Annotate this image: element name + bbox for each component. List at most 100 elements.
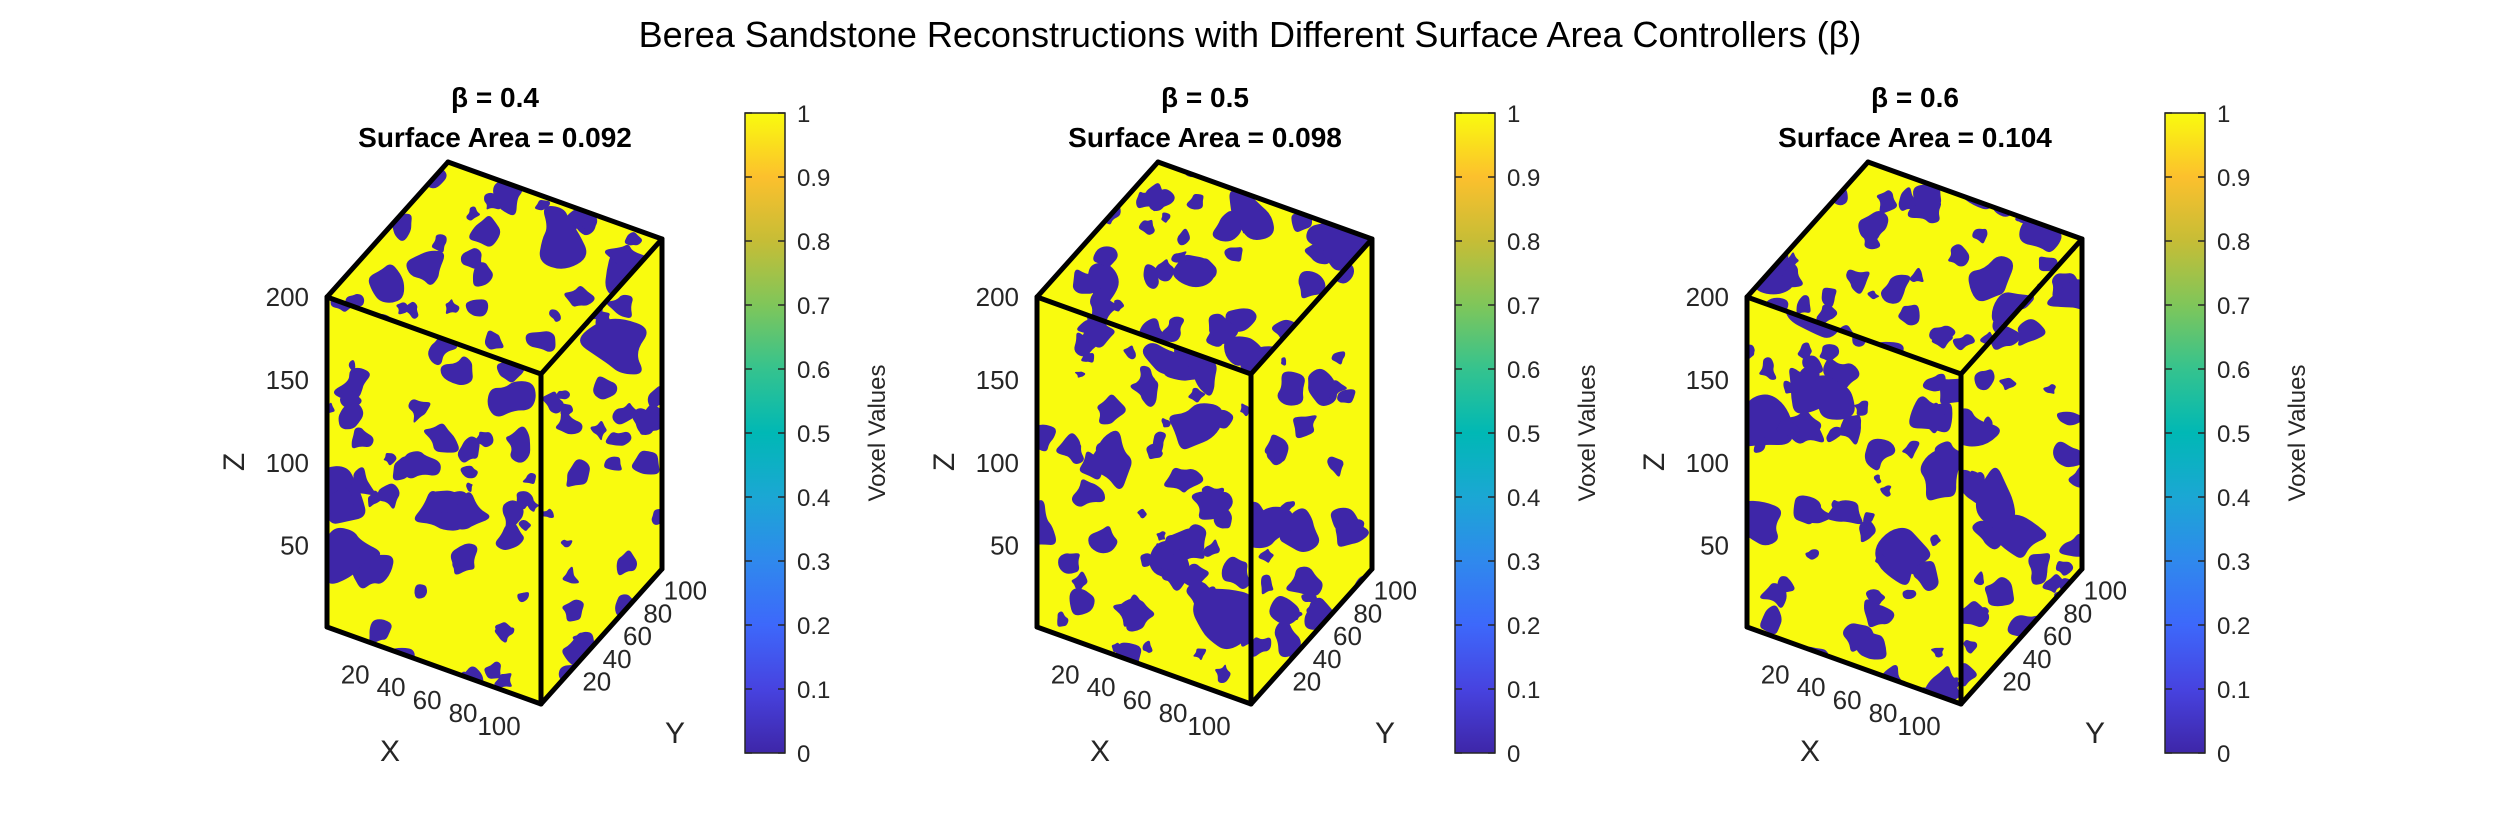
pore-blob [606, 294, 633, 318]
colorbar-tick-label: 0.3 [797, 549, 830, 576]
pore-blob [1172, 254, 1216, 288]
pore-blob [562, 566, 579, 584]
y-tick-label: 100 [1374, 576, 1417, 606]
pore-blob [407, 162, 420, 175]
pore-blob [608, 248, 622, 261]
pore-blob [565, 688, 578, 698]
pore-blob [2047, 279, 2082, 313]
panel-1-title-line1: β = 0.4 [451, 82, 539, 113]
cube-edge [538, 566, 665, 707]
pore-blob [1961, 408, 2000, 447]
pore-blob [539, 206, 587, 269]
pore-blob [1057, 611, 1069, 627]
pore-blob [1880, 485, 1892, 497]
z-axis-label: Z [928, 453, 961, 471]
pore-blob [1147, 543, 1174, 571]
cube-edge [1744, 159, 1871, 300]
x-tick-label: 60 [1833, 685, 1862, 715]
pore-blob [1749, 256, 1766, 275]
pore-blob [1902, 589, 1917, 600]
z-axis-label: Z [1638, 453, 1671, 471]
pore-blob [1863, 599, 1895, 628]
y-tick-label: 40 [603, 644, 632, 674]
y-axis-label: Y [665, 717, 685, 750]
pore-blob [1747, 500, 1782, 546]
pore-blob [333, 367, 370, 400]
volume-panel-1 [324, 159, 665, 707]
x-tick-label: 40 [377, 672, 406, 702]
pore-blob [560, 162, 591, 182]
x-axis-label: X [1800, 735, 1820, 768]
pore-blob [1058, 553, 1080, 574]
pore-blob [1970, 162, 1986, 174]
colorbar-label: Voxel Values [864, 365, 891, 502]
pore-blob [1251, 637, 1272, 657]
pore-blob [406, 250, 445, 285]
pore-blob [1875, 553, 1887, 565]
pore-blob [402, 451, 441, 479]
pore-blob [1902, 440, 1920, 459]
pore-blob [457, 436, 480, 463]
pore-blob [1202, 539, 1220, 557]
colorbar-tick-label: 0.9 [797, 165, 830, 192]
pore-blob [327, 201, 352, 226]
colorbar-tick-label: 0.4 [797, 485, 830, 512]
pore-blob [1755, 190, 1770, 206]
pore-blob [1069, 588, 1095, 616]
pore-blob [327, 487, 355, 516]
pore-blob [624, 232, 643, 246]
pore-blob [414, 584, 428, 599]
z-tick-label: 100 [266, 448, 309, 478]
pore-blob [580, 318, 647, 375]
pore-blob [1974, 369, 1995, 391]
pore-blob [556, 390, 571, 400]
pore-blob [1097, 394, 1126, 425]
pore-blob [549, 309, 561, 322]
pore-blob [1208, 313, 1239, 340]
pore-blob [1082, 315, 1115, 348]
cube-edge [1034, 624, 1254, 707]
pore-blob [1753, 436, 1768, 453]
pore-blob [1166, 680, 1185, 697]
x-tick-label: 60 [413, 685, 442, 715]
pore-blob [1171, 251, 1187, 264]
pore-blob [1807, 379, 1836, 397]
pore-blob [1327, 380, 1347, 399]
colorbar-tick-label: 0.2 [1507, 613, 1540, 640]
colorbar-tick-label: 0.8 [1507, 229, 1540, 256]
pore-blob [525, 331, 556, 352]
pore-blob [383, 452, 397, 466]
cube-edge [1034, 294, 1254, 377]
pore-blob [1793, 495, 1822, 525]
z-tick-label: 50 [990, 531, 1019, 561]
panel-1-title-line2: Surface Area = 0.092 [358, 122, 632, 153]
pore-blob [1759, 357, 1777, 380]
pore-blob [593, 376, 618, 400]
pore-blob [1313, 198, 1324, 209]
pore-blob [1930, 534, 1941, 547]
pore-blob [555, 412, 583, 435]
cube-edge [1865, 159, 2085, 242]
pore-blob [1188, 387, 1206, 403]
colorbar-tick-label: 0.9 [1507, 165, 1540, 192]
pore-blob [1146, 443, 1163, 460]
pore-blob [541, 508, 554, 518]
y-tick-label: 80 [1353, 598, 1382, 628]
pore-blob [1948, 244, 1970, 267]
panel-2-title-line1: β = 0.5 [1161, 82, 1249, 113]
colorbar-tick-label: 0.6 [2217, 357, 2250, 384]
pore-blob [347, 162, 361, 179]
pore-blob [1760, 605, 1782, 635]
pore-blob [1922, 373, 1946, 392]
cube-edge [1744, 624, 1964, 707]
pore-blob [1852, 627, 1887, 660]
pore-blob [1037, 238, 1049, 251]
pore-blob [562, 599, 584, 622]
pore-blob [1816, 304, 1838, 325]
pore-blob [1999, 377, 2017, 391]
pore-blob [460, 465, 478, 479]
volume-panel-3 [1744, 159, 2085, 707]
pore-blob [487, 381, 536, 417]
x-tick-label: 20 [1761, 659, 1790, 689]
pore-blob [1846, 269, 1870, 294]
